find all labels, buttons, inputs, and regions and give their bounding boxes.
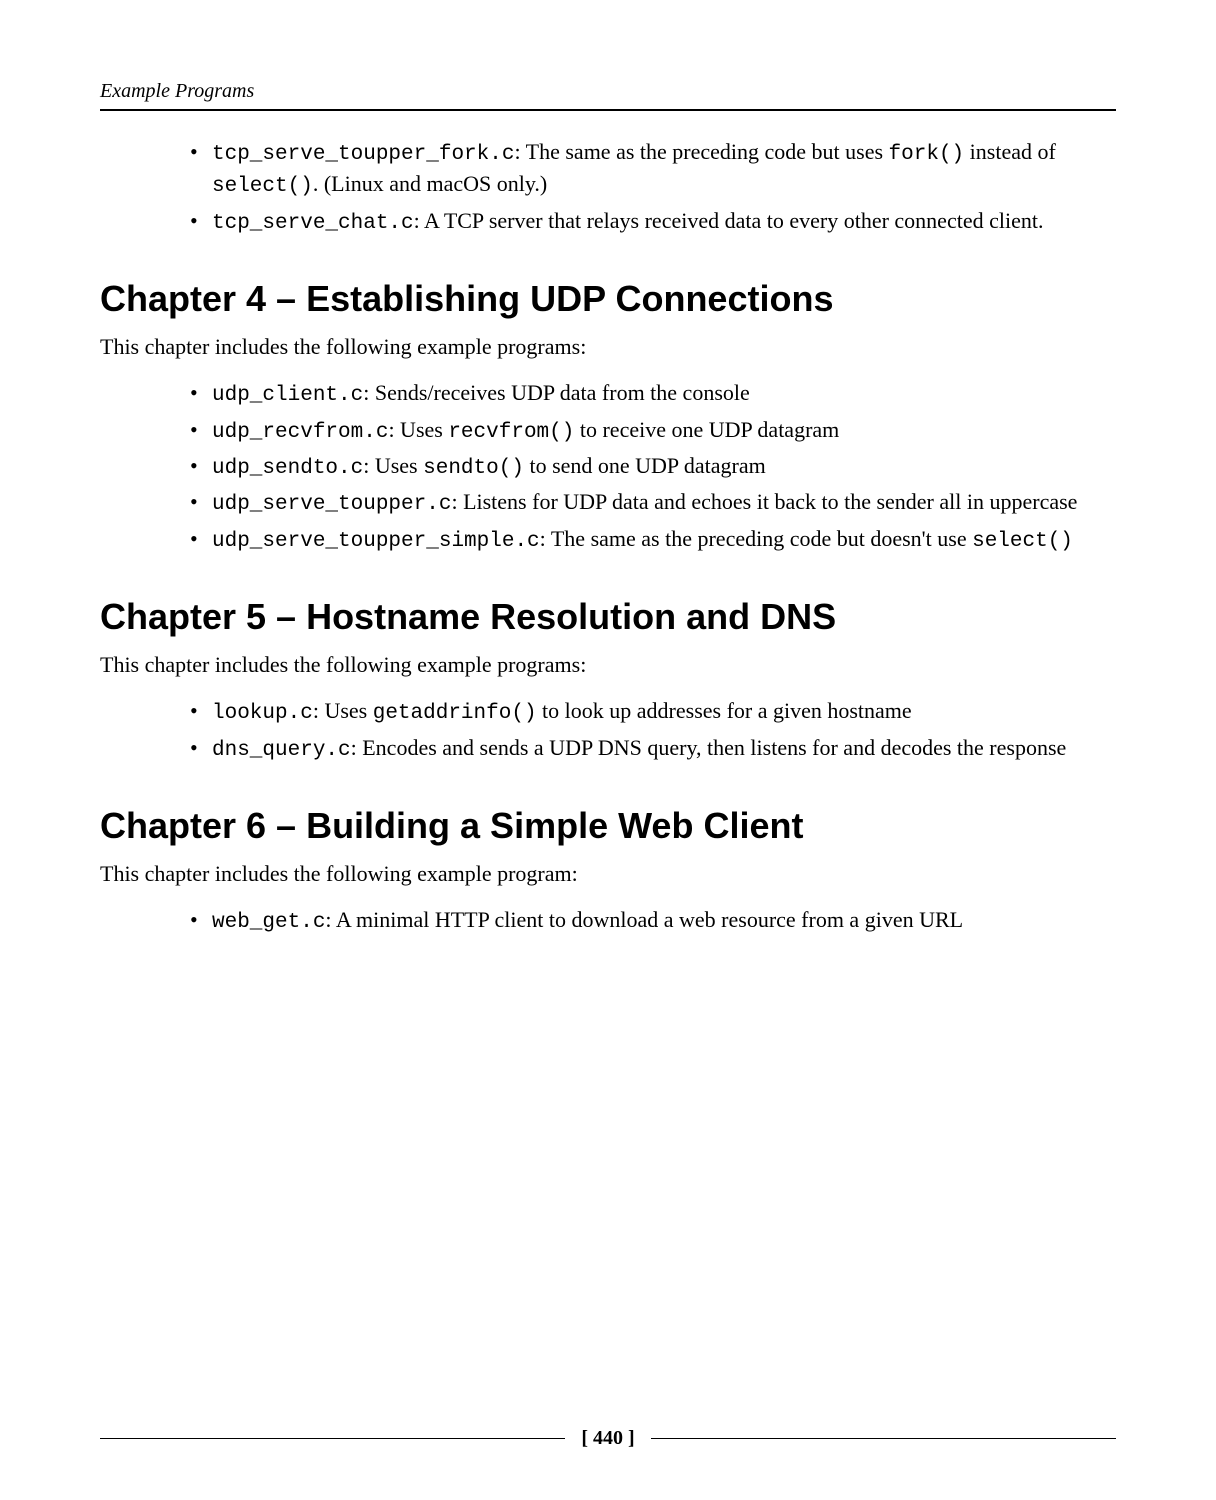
chapter-6-intro: This chapter includes the following exam…	[100, 861, 1116, 887]
chapter-5-list: lookup.c: Uses getaddrinfo() to look up …	[100, 696, 1116, 765]
list-item: tcp_serve_toupper_fork.c: The same as th…	[190, 137, 1116, 202]
page-number: [ 440 ]	[581, 1427, 634, 1450]
chapter-4-intro: This chapter includes the following exam…	[100, 334, 1116, 360]
text: : The same as the preceding code but use…	[514, 139, 888, 164]
code-filename: udp_serve_toupper.c	[212, 493, 451, 516]
text: to send one UDP datagram	[524, 453, 766, 478]
code-inline: select()	[212, 175, 313, 198]
text: : Encodes and sends a UDP DNS query, the…	[351, 735, 1067, 760]
footer-rule-left	[100, 1438, 565, 1439]
running-header: Example Programs	[100, 80, 1116, 103]
list-item: udp_sendto.c: Uses sendto() to send one …	[190, 451, 1116, 483]
top-list: tcp_serve_toupper_fork.c: The same as th…	[100, 137, 1116, 238]
code-inline: recvfrom()	[448, 421, 574, 444]
list-item: tcp_serve_chat.c: A TCP server that rela…	[190, 206, 1116, 238]
text: : Listens for UDP data and echoes it bac…	[451, 489, 1077, 514]
code-inline: fork()	[889, 143, 965, 166]
code-filename: tcp_serve_toupper_fork.c	[212, 143, 514, 166]
list-item: udp_client.c: Sends/receives UDP data fr…	[190, 378, 1116, 410]
list-item: udp_serve_toupper_simple.c: The same as …	[190, 524, 1116, 556]
code-filename: tcp_serve_chat.c	[212, 212, 414, 235]
footer-rule-right	[651, 1438, 1116, 1439]
list-item: dns_query.c: Encodes and sends a UDP DNS…	[190, 733, 1116, 765]
chapter-5-intro: This chapter includes the following exam…	[100, 652, 1116, 678]
chapter-4-list: udp_client.c: Sends/receives UDP data fr…	[100, 378, 1116, 556]
text: : Uses	[363, 453, 423, 478]
text: instead of	[964, 139, 1056, 164]
text: : Uses	[388, 417, 448, 442]
text: to look up addresses for a given hostnam…	[537, 698, 912, 723]
code-inline: select()	[972, 530, 1073, 553]
code-inline: sendto()	[423, 457, 524, 480]
text: : Uses	[313, 698, 373, 723]
chapter-6-heading: Chapter 6 – Building a Simple Web Client	[100, 805, 1116, 847]
code-filename: udp_serve_toupper_simple.c	[212, 530, 540, 553]
code-filename: lookup.c	[212, 702, 313, 725]
code-inline: getaddrinfo()	[373, 702, 537, 725]
code-filename: udp_recvfrom.c	[212, 421, 388, 444]
text: to receive one UDP datagram	[574, 417, 839, 442]
text: : The same as the preceding code but doe…	[540, 526, 972, 551]
list-item: udp_serve_toupper.c: Listens for UDP dat…	[190, 487, 1116, 519]
chapter-4-heading: Chapter 4 – Establishing UDP Connections	[100, 278, 1116, 320]
code-filename: web_get.c	[212, 911, 325, 934]
chapter-5-heading: Chapter 5 – Hostname Resolution and DNS	[100, 596, 1116, 638]
code-filename: udp_client.c	[212, 384, 363, 407]
list-item: web_get.c: A minimal HTTP client to down…	[190, 905, 1116, 937]
header-rule	[100, 109, 1116, 111]
code-filename: dns_query.c	[212, 739, 351, 762]
list-item: lookup.c: Uses getaddrinfo() to look up …	[190, 696, 1116, 728]
page-footer: [ 440 ]	[100, 1427, 1116, 1450]
chapter-6-list: web_get.c: A minimal HTTP client to down…	[100, 905, 1116, 937]
text: : Sends/receives UDP data from the conso…	[363, 380, 750, 405]
page: Example Programs tcp_serve_toupper_fork.…	[0, 0, 1216, 1500]
text: : A TCP server that relays received data…	[414, 208, 1044, 233]
list-item: udp_recvfrom.c: Uses recvfrom() to recei…	[190, 415, 1116, 447]
text: . (Linux and macOS only.)	[313, 171, 547, 196]
text: : A minimal HTTP client to download a we…	[325, 907, 963, 932]
code-filename: udp_sendto.c	[212, 457, 363, 480]
